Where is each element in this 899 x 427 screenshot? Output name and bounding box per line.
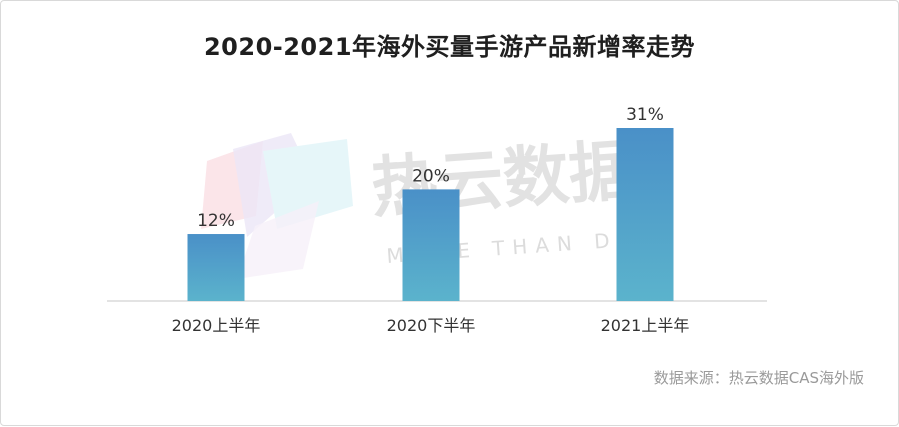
bar-2020-h2 xyxy=(402,189,460,301)
value-label-2021-h1: 31% xyxy=(626,105,664,125)
value-label-2020-h2: 20% xyxy=(412,166,450,186)
bar-2020-h1 xyxy=(187,234,245,301)
value-label-2020-h1: 12% xyxy=(197,211,235,231)
x-tick-label-2020-h2: 2020下半年 xyxy=(387,316,476,335)
x-tick-label-2020-h1: 2020上半年 xyxy=(172,316,261,335)
x-tick-label-2021-h1: 2021上半年 xyxy=(601,316,690,335)
chart-title: 2020-2021年海外买量手游产品新增率走势 xyxy=(203,33,696,61)
bar-2021-h1 xyxy=(616,128,674,301)
watermark-logo xyxy=(201,133,353,279)
source-note: 数据来源：热云数据CAS海外版 xyxy=(653,369,864,387)
